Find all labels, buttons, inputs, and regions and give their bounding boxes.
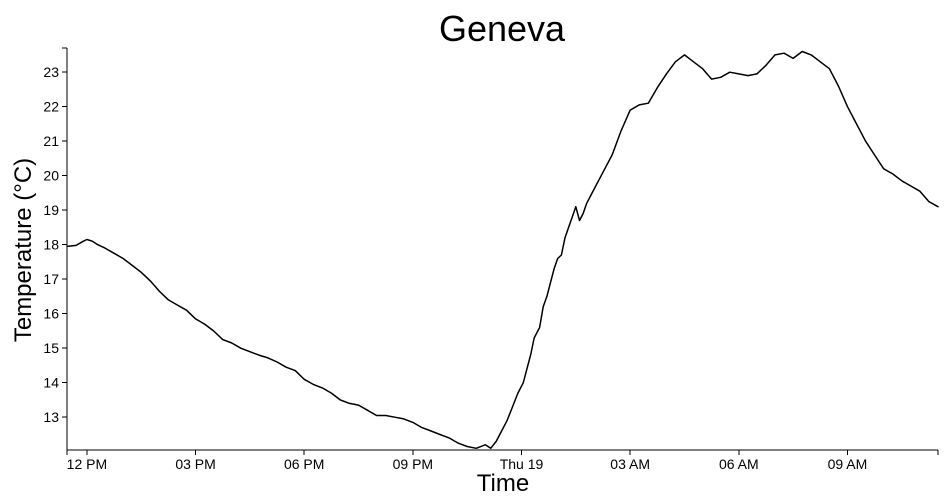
x-tick-label: 03 AM xyxy=(610,456,650,472)
y-tick-label: 21 xyxy=(43,133,59,149)
x-axis: 12 PM 03 PM 06 PM 09 PM Thu 19 03 AM 06 AM 09 A… xyxy=(66,449,939,472)
x-tick-label: 06 AM xyxy=(719,456,759,472)
y-tick-label: 13 xyxy=(43,409,59,425)
y-tick-label: 18 xyxy=(43,237,59,253)
x-tick-label: 03 PM xyxy=(175,456,215,472)
chart-title: Geneva xyxy=(439,8,566,49)
y-tick-label: 14 xyxy=(43,375,59,391)
temperature-series-line xyxy=(66,50,939,450)
y-tick-label: 19 xyxy=(43,202,59,218)
y-axis-label: Temperature (°C) xyxy=(10,158,37,342)
series-layer xyxy=(66,50,939,450)
x-axis-label: Time xyxy=(477,470,529,496)
y-tick-label: 17 xyxy=(43,271,59,287)
y-tick-label: 22 xyxy=(43,99,59,115)
y-tick-label: 23 xyxy=(43,64,59,80)
y-tick-label: 16 xyxy=(43,306,59,322)
x-tick-label: 09 PM xyxy=(393,456,433,472)
x-tick-label: 06 PM xyxy=(284,456,324,472)
y-axis: 13 14 15 16 17 18 19 20 21 22 23 xyxy=(43,47,68,450)
y-tick-label: 15 xyxy=(43,340,59,356)
y-tick-label: 20 xyxy=(43,168,59,184)
x-tick-label: 09 AM xyxy=(828,456,868,472)
x-tick-label: 12 PM xyxy=(67,456,107,472)
x-tick-label: Thu 19 xyxy=(500,456,544,472)
